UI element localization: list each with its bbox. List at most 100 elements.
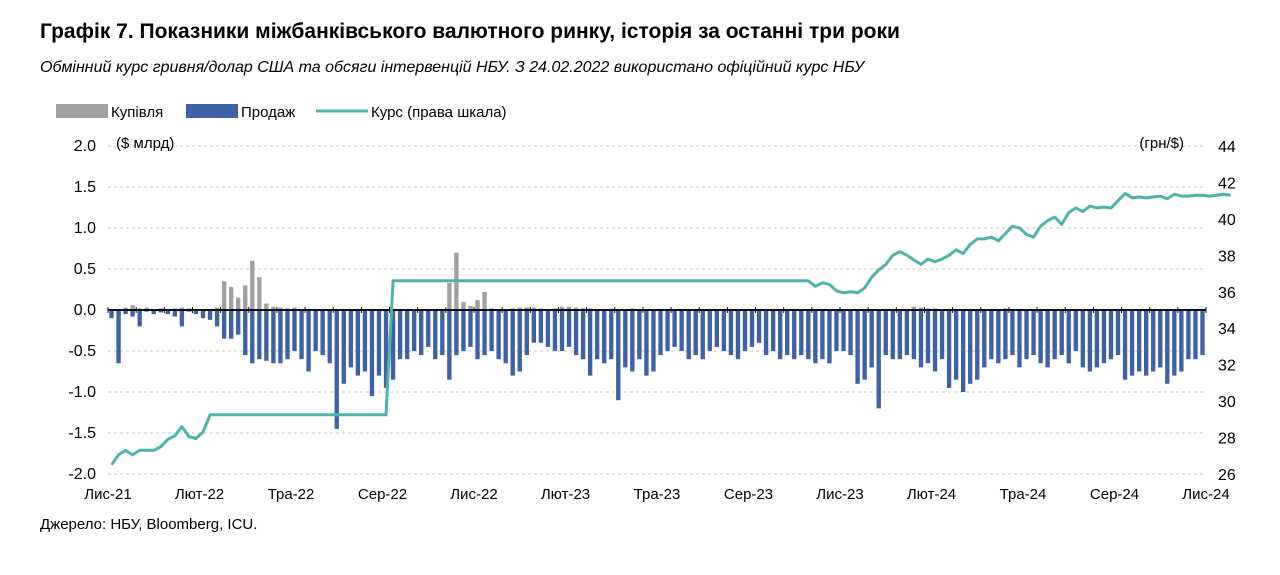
sell-bar	[545, 310, 551, 347]
sell-bar	[538, 310, 544, 343]
left-tick-label: 1.5	[74, 179, 96, 196]
buy-bar	[918, 307, 924, 310]
sell-bar	[299, 310, 304, 360]
sell-bar	[236, 310, 241, 335]
buy-bar	[524, 307, 529, 310]
sell-bar	[179, 310, 185, 327]
left-tick-label: 0.0	[74, 302, 96, 319]
sell-bar	[1200, 310, 1205, 356]
sell-bar	[623, 310, 628, 368]
sell-bar	[1136, 310, 1142, 372]
sell-bar	[1003, 310, 1008, 360]
sell-bar	[257, 310, 262, 360]
sell-bar	[749, 310, 755, 347]
sell-bar	[1094, 310, 1100, 368]
sell-bar	[777, 310, 783, 360]
sell-bar	[1038, 310, 1043, 364]
buy-bar	[243, 285, 248, 310]
exchange-rate-line	[110, 191, 1231, 466]
right-tick-label: 28	[1218, 431, 1236, 448]
sell-bar	[193, 310, 199, 315]
sell-bar	[1017, 310, 1022, 368]
left-tick-label: -0.5	[68, 343, 96, 360]
buy-bar	[278, 307, 283, 310]
sell-bar	[841, 310, 846, 351]
sell-bar	[285, 310, 290, 360]
sell-bar	[672, 310, 677, 347]
left-tick-label: -1.0	[68, 384, 96, 401]
sell-bar	[397, 310, 403, 360]
sell-bar	[1165, 310, 1170, 384]
buy-bar	[531, 307, 537, 310]
sell-bar	[327, 310, 332, 364]
buy-bar	[517, 307, 522, 310]
sell-bar	[911, 310, 917, 360]
sell-bar	[200, 310, 206, 319]
sell-bar	[714, 310, 720, 347]
sell-bar	[862, 310, 867, 380]
right-tick-label: 32	[1218, 358, 1236, 375]
buy-bar	[236, 297, 241, 310]
sell-bar	[848, 310, 853, 356]
sell-bar	[341, 310, 346, 384]
sell-bar	[306, 310, 311, 372]
sell-bar	[890, 310, 895, 360]
sell-bar	[362, 310, 368, 372]
x-tick-label: Сер-24	[1090, 486, 1139, 503]
sell-bar	[721, 310, 727, 351]
sell-bar	[433, 310, 438, 360]
sell-bar	[897, 310, 903, 360]
sell-bar	[496, 310, 501, 360]
sell-bar	[440, 310, 445, 356]
sell-bar	[334, 310, 339, 429]
right-tick-label: 40	[1218, 212, 1236, 229]
sell-bar	[925, 310, 931, 364]
sell-bar	[1031, 310, 1036, 356]
sell-bar	[756, 310, 762, 343]
sell-bars	[109, 310, 1205, 429]
sell-bar	[651, 310, 656, 372]
right-tick-label: 42	[1218, 175, 1236, 192]
sell-bar	[292, 310, 297, 351]
sell-bar	[602, 310, 607, 364]
buy-bar	[123, 307, 128, 310]
sell-bar	[151, 310, 156, 315]
sell-bar	[975, 310, 980, 380]
sell-bar	[1143, 310, 1149, 376]
x-tick-label: Лис-24	[1182, 486, 1229, 503]
legend-buy-label: Купівля	[111, 104, 163, 121]
sell-bar	[1193, 310, 1198, 360]
sell-bar	[130, 310, 135, 317]
sell-bar	[700, 310, 705, 360]
legend-sell-swatch	[186, 104, 238, 118]
sell-bar	[587, 310, 593, 376]
sell-bar	[1087, 310, 1093, 372]
sell-bar	[264, 310, 269, 361]
sell-bar	[1172, 310, 1177, 376]
right-tick-label: 38	[1218, 248, 1236, 265]
right-axis-unit: (грн/$)	[1139, 135, 1184, 152]
sell-bar	[552, 310, 558, 351]
x-tick-label: Лис-23	[816, 486, 863, 503]
buy-bar	[264, 303, 269, 310]
sell-bar	[426, 310, 431, 347]
sell-bar	[214, 310, 220, 327]
sell-bar	[1186, 310, 1191, 360]
x-tick-label: Лют-24	[907, 486, 956, 503]
sell-bar	[510, 310, 515, 376]
buy-bar	[911, 306, 917, 310]
x-tick-label: Сер-23	[724, 486, 773, 503]
buy-bar	[144, 307, 149, 310]
sell-bar	[271, 310, 276, 364]
buy-bar	[447, 282, 452, 310]
sell-bar	[250, 310, 255, 364]
page-title: Графік 7. Показники міжбанківського валю…	[40, 20, 900, 43]
sell-bar	[137, 310, 142, 327]
sell-bar	[904, 310, 910, 356]
buy-bar	[228, 287, 234, 310]
sell-bar	[221, 310, 227, 339]
sell-bar	[792, 310, 797, 360]
sell-bar	[228, 310, 234, 339]
left-tick-label: 2.0	[74, 138, 96, 155]
